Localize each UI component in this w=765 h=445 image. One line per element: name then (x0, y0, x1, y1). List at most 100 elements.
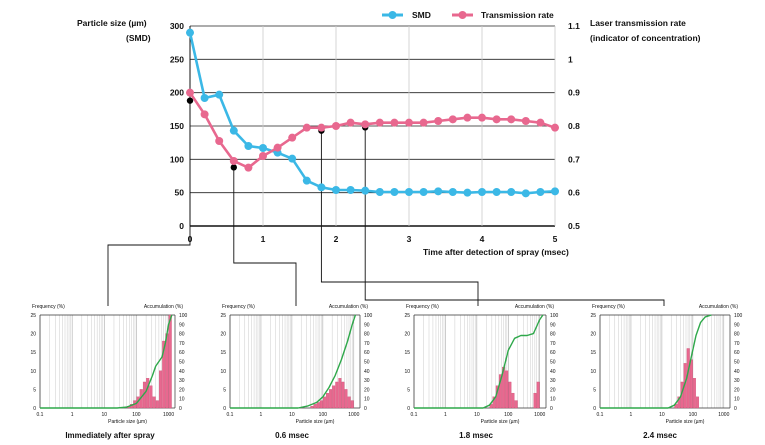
small-y2tick-label: 70 (364, 341, 370, 347)
histogram-bar (332, 385, 336, 409)
small-ytick-label: 15 (220, 350, 226, 356)
small-xlabel: Particle size (µm) (108, 419, 147, 425)
transmission-point (463, 113, 472, 122)
small-y2tick-label: 40 (179, 369, 185, 375)
connector-lines (107, 97, 665, 306)
small-xtick-label: 100 (504, 412, 513, 418)
main-y2label-sub: (indicator of concentration) (590, 33, 701, 43)
smd-point (200, 94, 209, 102)
main-y2tick-label: 0.5 (568, 221, 580, 231)
small-y2tick-label: 40 (734, 369, 740, 375)
small-y2tick-label: 90 (550, 322, 556, 328)
smd-point (186, 28, 194, 37)
histogram-bar (313, 404, 317, 409)
small-y2tick-label: 50 (550, 360, 556, 366)
transmission-point (317, 123, 326, 132)
small-xtick-label: 1000 (348, 412, 359, 418)
main-y2tick-label: 1 (568, 54, 573, 64)
small-ytick-label: 15 (404, 350, 410, 356)
histogram-bar (692, 378, 696, 409)
transmission-point (536, 118, 545, 127)
small-xtick-label: 10 (102, 412, 108, 418)
transmission-point (259, 152, 267, 160)
small-y2label: Accumulation (%) (329, 304, 369, 310)
small-xtick-label: 0.1 (37, 412, 44, 418)
main-ytick-label: 0 (179, 221, 184, 231)
small-ytick-label: 0 (593, 406, 596, 412)
small-xlabel: Particle size (µm) (481, 419, 520, 425)
small-ytick-label: 25 (590, 313, 596, 319)
small-y2tick-label: 40 (364, 369, 370, 375)
small-chart-1: 0 5 10 15 20 25 0 10 20 30 40 50 60 70 80 90 100 0.1 1 10 10… (30, 304, 187, 425)
small-ytick-label: 25 (404, 313, 410, 319)
small-y2tick-label: 10 (179, 397, 185, 403)
histogram-bar (168, 314, 172, 409)
connector-line (364, 127, 665, 306)
main-ylabel-sub: (SMD) (126, 33, 151, 43)
histogram-bar (498, 374, 502, 409)
transmission-point (200, 110, 209, 119)
small-y2tick-label: 30 (734, 378, 740, 384)
histogram-bar (310, 405, 314, 409)
legend-transmission-marker (458, 11, 467, 19)
small-y2tick-label: 20 (179, 387, 185, 393)
histogram-bar (155, 400, 159, 409)
transmission-point (273, 143, 282, 152)
main-ytick-label: 300 (170, 21, 184, 31)
small-ytick-label: 5 (223, 387, 226, 393)
main-ytick-label: 150 (170, 121, 184, 131)
histogram-bar (165, 333, 169, 409)
main-ytick-label: 200 (170, 88, 184, 98)
small-chart-4: 0 5 10 15 20 25 0 10 20 30 40 50 60 70 80 90 100 0.1 1 10 10… (590, 304, 742, 425)
small-xtick-label: 1 (260, 412, 263, 418)
small-ytick-label: 20 (30, 332, 36, 338)
transmission-point (361, 120, 370, 129)
small-ytick-label: 5 (407, 387, 410, 393)
small-y2tick-label: 60 (550, 350, 556, 356)
smd-point (302, 176, 311, 185)
smd-point (215, 90, 224, 99)
small-y2tick-label: 30 (179, 378, 185, 384)
small-y2tick-label: 60 (364, 350, 370, 356)
connector-line (320, 130, 479, 306)
connector-line (233, 167, 297, 306)
transmission-point (478, 113, 486, 122)
histogram-bar (489, 404, 493, 409)
small-y2tick-label: 90 (179, 322, 185, 328)
histogram-bar (689, 359, 693, 409)
smd-point (346, 186, 355, 194)
small-y2tick-label: 90 (734, 322, 740, 328)
histogram-bar (508, 381, 512, 409)
transmission-point (288, 133, 297, 142)
small-xtick-label: 1 (444, 412, 447, 418)
caption-1-8: 1.8 msec (459, 431, 493, 440)
accumulation-line (230, 314, 357, 409)
small-y2tick-label: 90 (364, 322, 370, 328)
small-xtick-label: 10 (474, 412, 480, 418)
main-xtick-label: 5 (553, 234, 558, 244)
histogram-bar (162, 340, 166, 409)
time-marker-dot (230, 164, 237, 171)
transmission-point (229, 157, 238, 165)
main-ylabel: Particle size (µm) (77, 18, 147, 28)
smd-point (478, 188, 486, 196)
small-xtick-label: 1000 (718, 412, 729, 418)
small-y2tick-label: 10 (364, 397, 370, 403)
connector-line (107, 100, 191, 306)
small-ylabel: Frequency (%) (592, 304, 625, 310)
small-ytick-label: 25 (220, 313, 226, 319)
transmission-point (375, 118, 384, 127)
small-xtick-label: 1000 (534, 412, 545, 418)
small-ytick-label: 20 (590, 332, 596, 338)
main-ytick-label: 50 (175, 188, 185, 198)
small-ytick-label: 20 (220, 332, 226, 338)
transmission-point (215, 137, 224, 145)
transmission-point (492, 115, 501, 124)
small-xlabel: Particle size (µm) (666, 419, 705, 425)
small-y2tick-label: 100 (364, 313, 373, 319)
smd-point (317, 183, 326, 192)
small-ytick-label: 20 (404, 332, 410, 338)
transmission-point (521, 117, 530, 125)
small-xtick-label: 0.1 (411, 412, 418, 418)
